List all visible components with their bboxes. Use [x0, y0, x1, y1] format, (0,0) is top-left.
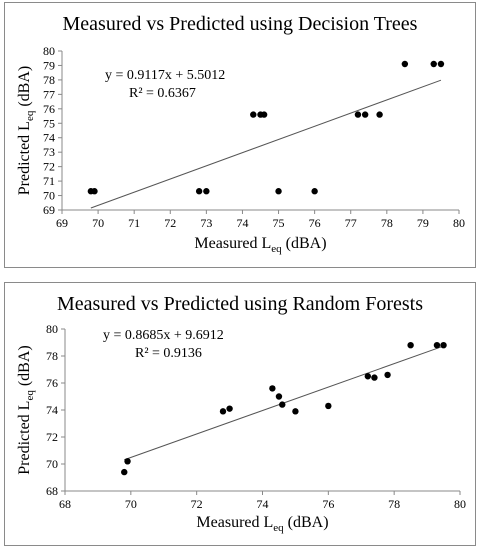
x-axis-label: Measured Leq (dBA)	[196, 514, 328, 534]
y-tick-label: 74	[46, 403, 58, 417]
x-tick-label: 72	[191, 497, 203, 511]
y-tick-label: 73	[43, 145, 55, 159]
data-point	[364, 373, 372, 380]
data-point	[433, 342, 441, 349]
data-point	[275, 188, 282, 195]
y-tick-label: 78	[43, 73, 55, 87]
data-point	[279, 401, 286, 408]
y-tick-label: 69	[43, 203, 55, 217]
data-point	[203, 188, 210, 195]
x-tick-label: 68	[59, 497, 71, 511]
data-point	[195, 188, 203, 195]
data-point	[260, 111, 268, 118]
y-tick-label: 72	[46, 430, 58, 444]
data-point	[371, 374, 378, 381]
x-tick-label: 74	[257, 497, 269, 511]
y-axis-label: Predicted Leq (dBA)	[16, 66, 36, 195]
data-point	[361, 111, 369, 118]
y-tick-label: 78	[46, 349, 58, 363]
y-tick-label: 72	[43, 160, 55, 174]
x-tick-label: 77	[345, 216, 357, 230]
data-point	[407, 342, 414, 349]
x-tick-label: 73	[200, 216, 212, 230]
data-point	[430, 60, 437, 68]
y-tick-label: 76	[46, 376, 58, 390]
trendline-equation: y = 0.8685x + 9.6912	[103, 328, 224, 343]
x-tick-label: 80	[454, 497, 466, 511]
x-axis-label: Measured Leq (dBA)	[194, 235, 326, 255]
data-point	[275, 393, 283, 400]
y-tick-label: 70	[43, 189, 55, 203]
x-tick-label: 69	[56, 216, 68, 230]
r-squared-label: R² = 0.6367	[129, 86, 196, 101]
y-axis-label: Predicted Leq (dBA)	[16, 345, 36, 474]
data-point	[292, 408, 299, 415]
x-tick-label: 78	[388, 497, 400, 511]
trendline	[90, 79, 442, 209]
data-point	[376, 111, 383, 118]
x-tick-label: 71	[128, 216, 140, 230]
y-tick-label: 80	[46, 322, 58, 336]
data-point	[437, 60, 445, 68]
x-tick-label: 70	[125, 497, 137, 511]
data-point	[325, 402, 332, 410]
x-tick-label: 76	[322, 497, 334, 511]
data-point	[269, 385, 276, 392]
y-tick-label: 75	[43, 116, 55, 130]
x-tick-label: 72	[164, 216, 176, 230]
x-tick-label: 79	[417, 216, 429, 230]
data-point	[354, 111, 362, 118]
data-point	[124, 458, 131, 465]
trendline-equation: y = 0.9117x + 5.5012	[105, 68, 225, 83]
data-point	[440, 342, 447, 349]
data-point	[401, 60, 409, 68]
data-point	[121, 468, 128, 476]
data-point	[311, 188, 318, 195]
y-tick-label: 76	[43, 102, 55, 116]
y-tick-label: 70	[46, 457, 58, 471]
chart-title: Measured vs Predicted using Decision Tre…	[62, 13, 418, 35]
x-tick-label: 75	[273, 216, 285, 230]
y-tick-label: 71	[43, 174, 55, 188]
x-tick-label: 80	[453, 216, 465, 230]
x-tick-label: 76	[309, 216, 321, 230]
data-point	[250, 111, 257, 118]
chart-panel-random-forests: Measured vs Predicted using Random Fores…	[4, 282, 476, 546]
x-tick-label: 70	[92, 216, 104, 230]
chart-title: Measured vs Predicted using Random Fores…	[56, 293, 424, 315]
chart-panel-decision-trees: Measured vs Predicted using Decision Tre…	[4, 2, 476, 268]
data-point	[219, 408, 227, 415]
x-tick-label: 74	[236, 216, 248, 230]
y-tick-label: 80	[43, 44, 55, 58]
y-tick-label: 74	[43, 131, 55, 145]
data-point	[226, 405, 233, 412]
data-point	[91, 188, 98, 195]
y-tick-label: 68	[46, 484, 58, 498]
y-tick-label: 77	[43, 87, 55, 101]
r-squared-label: R² = 0.9136	[135, 346, 202, 361]
scatter-plot-random-forests: 68 70 72 74 76 78 80 68 70 72 74 76 78 80 y = 0.8685x …	[16, 322, 466, 534]
x-tick-label: 78	[381, 216, 393, 230]
y-tick-label: 79	[43, 58, 55, 72]
data-point	[384, 371, 391, 379]
